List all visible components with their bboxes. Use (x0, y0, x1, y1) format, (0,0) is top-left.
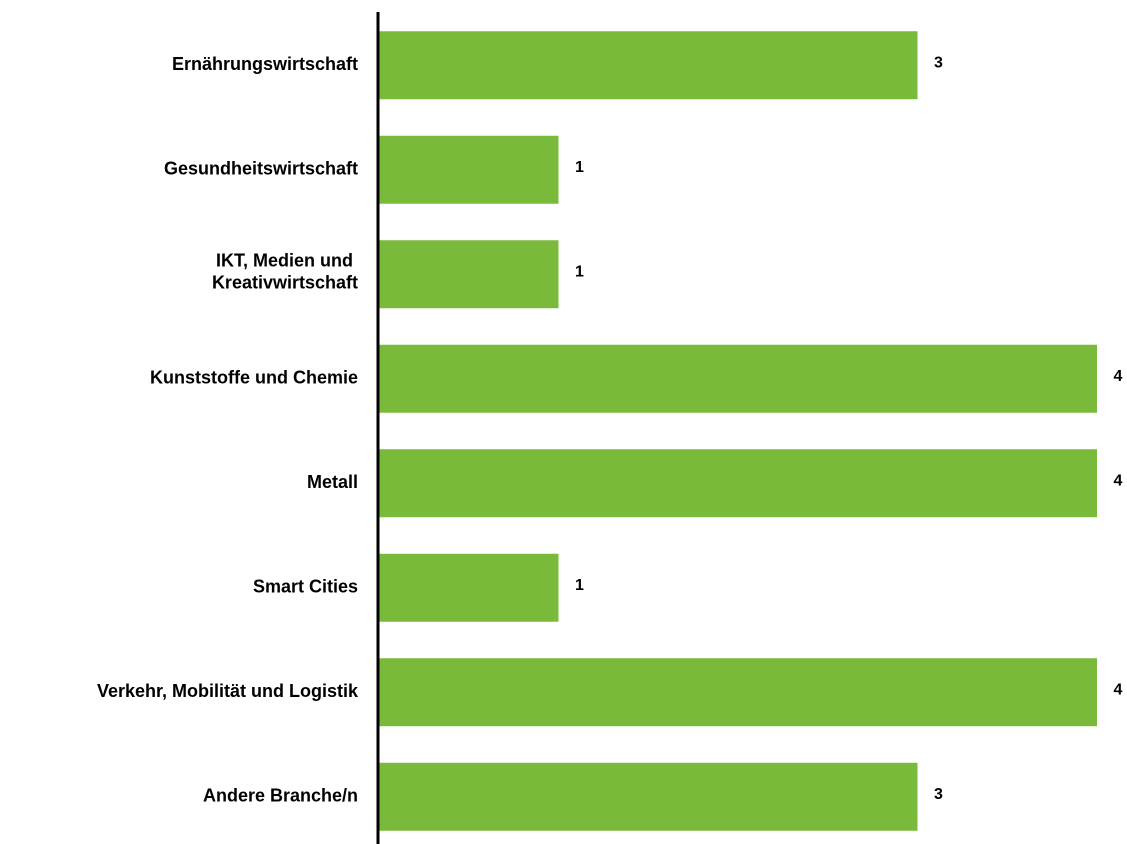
bar (379, 553, 559, 622)
value-label: 1 (575, 263, 584, 280)
bar (379, 31, 918, 100)
value-label: 1 (575, 159, 584, 176)
category-label: Metall (307, 472, 358, 492)
category-label: Verkehr, Mobilität und Logistik (97, 681, 359, 701)
category-label: Gesundheitswirtschaft (164, 159, 358, 179)
category-label: Kunststoffe und Chemie (150, 368, 358, 388)
value-label: 4 (1114, 681, 1123, 698)
bar (379, 658, 1097, 727)
bar (379, 344, 1097, 413)
category-label: Smart Cities (253, 577, 358, 597)
bar (379, 762, 918, 831)
value-label: 1 (575, 577, 584, 594)
value-label: 4 (1114, 368, 1123, 385)
value-label: 3 (934, 54, 943, 71)
value-label: 3 (934, 786, 943, 803)
value-label: 4 (1114, 472, 1123, 489)
bar (379, 240, 559, 309)
category-label: Andere Branche/n (203, 786, 358, 806)
category-label: IKT, Medien und Kreativwirtschaft (212, 250, 358, 292)
bar (379, 135, 559, 204)
category-label: Ernährungswirtschaft (172, 54, 358, 74)
bar (379, 449, 1097, 518)
